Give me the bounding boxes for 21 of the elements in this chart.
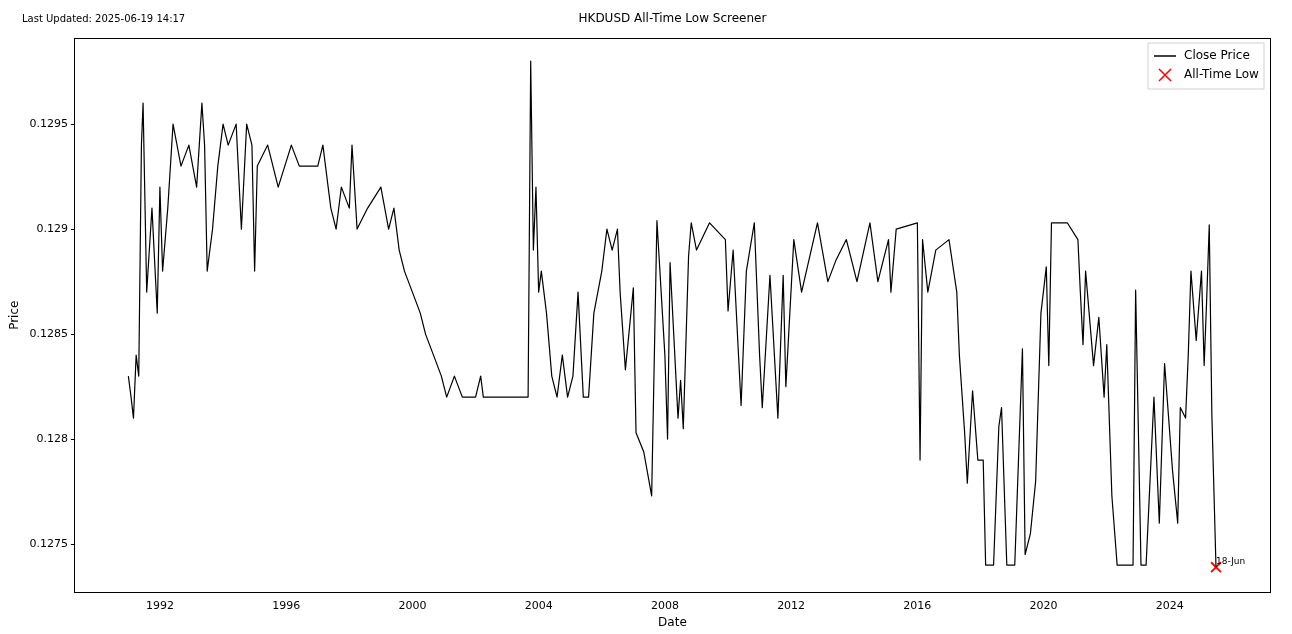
x-axis-title: Date [658,614,687,629]
y-tick-label: 0.129 [36,221,68,235]
chart-title: HKDUSD All-Time Low Screener [578,11,767,25]
x-tick-label: 1992 [145,598,174,612]
y-tick-label: 0.1285 [29,326,68,340]
y-tick-label: 0.128 [36,431,68,445]
legend-label: Close Price [1184,48,1250,63]
text: Last Updated: 2025-06-19 14:17 [22,13,186,24]
annotation: 18-Jun [1215,556,1246,567]
y-axis-title: Price [7,300,22,330]
x-tick-label: 2016 [903,598,932,612]
x-tick-label: 2000 [398,598,427,612]
legend-label: All-Time Low [1184,67,1260,82]
x-tick-label: 2020 [1029,598,1058,612]
x-tick-label: 2004 [524,598,553,612]
x-tick-label: 2024 [1155,598,1184,612]
y-tick-label: 0.1275 [29,536,68,550]
x-tick-label: 1996 [272,598,301,612]
y-tick-label: 0.1295 [29,116,68,130]
x-tick-label: 2008 [650,598,679,612]
x-tick-label: 2012 [777,598,806,612]
